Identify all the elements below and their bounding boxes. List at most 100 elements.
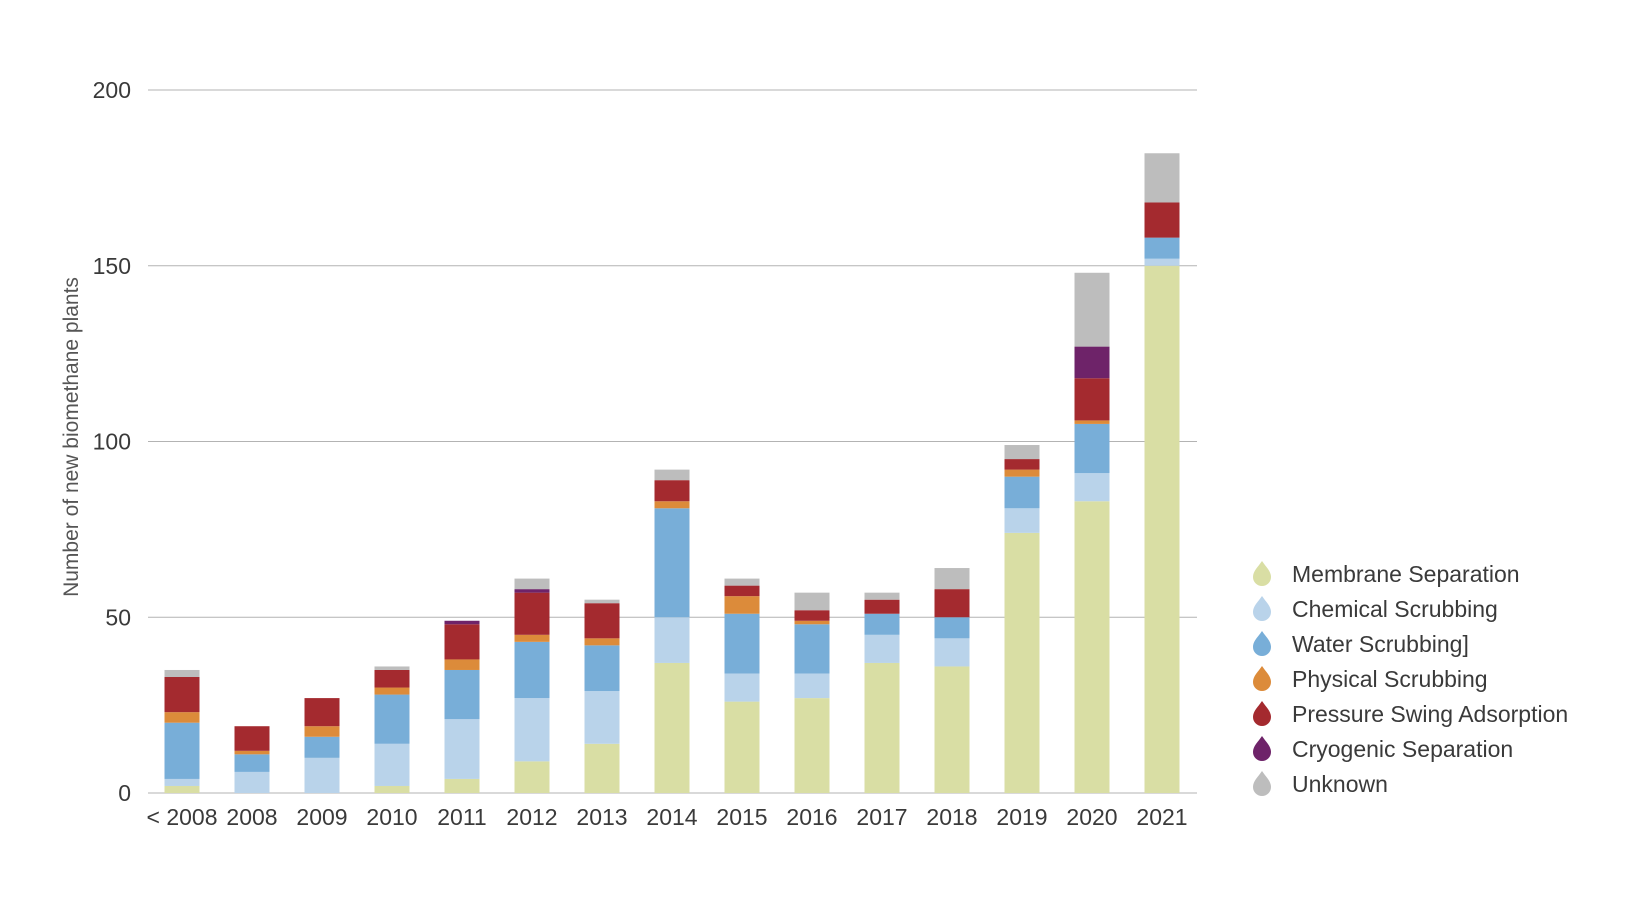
bars: [164, 153, 1180, 793]
x-tick-label: 2017: [856, 804, 907, 830]
bar-segment-membrane-separation: [934, 666, 970, 793]
bar-segment-unknown: [514, 578, 550, 590]
legend-label: Physical Scrubbing: [1292, 666, 1488, 692]
legend-item: Unknown: [1253, 771, 1388, 797]
bar-segment-water-scrubbing: [864, 613, 900, 635]
x-tick-label: 2014: [646, 804, 697, 830]
bar-segment-pressure-swing-adsorption: [864, 599, 900, 614]
bar-segment-chemical-scrubbing: [794, 673, 830, 699]
bar-segment-pressure-swing-adsorption: [794, 610, 830, 621]
bar-segment-water-scrubbing: [1004, 476, 1040, 509]
legend-label: Unknown: [1292, 771, 1388, 797]
bar-segment-chemical-scrubbing: [164, 778, 200, 786]
bar-segment-water-scrubbing: [724, 613, 760, 674]
legend-label: Pressure Swing Adsorption: [1292, 701, 1568, 727]
bar-segment-membrane-separation: [374, 785, 410, 793]
bar-segment-water-scrubbing: [654, 508, 690, 618]
bar-segment-physical-scrubbing: [444, 659, 480, 670]
bar-segment-water-scrubbing: [374, 694, 410, 744]
bar-segment-physical-scrubbing: [794, 620, 830, 625]
bar-segment-water-scrubbing: [164, 722, 200, 779]
y-tick-label: 100: [93, 429, 131, 455]
bar-segment-unknown: [584, 599, 620, 604]
legend-marker-icon: [1253, 701, 1271, 726]
legend-marker-icon: [1253, 771, 1271, 796]
bar-segment-pressure-swing-adsorption: [654, 480, 690, 502]
x-tick-label: 2019: [996, 804, 1047, 830]
bar-segment-water-scrubbing: [584, 645, 620, 692]
bar-segment-membrane-separation: [724, 701, 760, 793]
x-tick-label: 2011: [437, 804, 486, 830]
legend-item: Pressure Swing Adsorption: [1253, 701, 1568, 727]
bar-segment-chemical-scrubbing: [514, 698, 550, 762]
bar-segment-pressure-swing-adsorption: [1144, 202, 1180, 238]
legend-marker-icon: [1253, 596, 1271, 621]
legend-marker-icon: [1253, 561, 1271, 586]
bar-segment-chemical-scrubbing: [444, 719, 480, 779]
y-tick-label: 200: [93, 77, 131, 103]
y-axis-label: Number of new biomethane plants: [60, 277, 83, 597]
legend-marker-icon: [1253, 736, 1271, 761]
bar-segment-membrane-separation: [1144, 265, 1180, 793]
bar-segment-pressure-swing-adsorption: [584, 603, 620, 639]
bar-segment-chemical-scrubbing: [1074, 473, 1110, 502]
x-tick-label: 2018: [926, 804, 977, 830]
bar-segment-unknown: [794, 592, 830, 611]
bar-segment-pressure-swing-adsorption: [1074, 378, 1110, 421]
bar-segment-membrane-separation: [794, 698, 830, 793]
bar-segment-physical-scrubbing: [1004, 469, 1040, 477]
legend-item: Chemical Scrubbing: [1253, 596, 1498, 622]
bar-segment-water-scrubbing: [934, 617, 970, 639]
bar-segment-water-scrubbing: [444, 669, 480, 720]
bar-segment-membrane-separation: [164, 785, 200, 793]
bar-segment-unknown: [1144, 153, 1180, 203]
bar-segment-pressure-swing-adsorption: [164, 677, 200, 713]
bar-segment-membrane-separation: [864, 662, 900, 793]
bar-segment-chemical-scrubbing: [234, 771, 270, 793]
bar-segment-membrane-separation: [514, 761, 550, 793]
bar-segment-physical-scrubbing: [374, 687, 410, 695]
x-tick-label: 2015: [716, 804, 767, 830]
bar-segment-water-scrubbing: [234, 754, 270, 772]
bar-segment-membrane-separation: [444, 778, 480, 793]
bar-segment-unknown: [724, 578, 760, 586]
bar-segment-unknown: [374, 666, 410, 670]
legend-item: Membrane Separation: [1253, 561, 1520, 587]
x-tick-label: 2009: [296, 804, 347, 830]
bar-segment-unknown: [164, 669, 200, 678]
bar-segment-water-scrubbing: [304, 736, 340, 758]
bar-segment-chemical-scrubbing: [1004, 508, 1040, 533]
bar-segment-chemical-scrubbing: [654, 617, 690, 663]
bar-segment-unknown: [864, 592, 900, 600]
bar-segment-pressure-swing-adsorption: [1004, 459, 1040, 470]
x-tick-label: < 2008: [147, 804, 218, 830]
bar-segment-chemical-scrubbing: [864, 634, 900, 663]
bar-segment-physical-scrubbing: [304, 726, 340, 737]
x-axis-ticks: < 2008 2008 2009 2010 2011 2012 2013 2014 2015 20…: [147, 804, 1188, 830]
bar-segment-physical-scrubbing: [1074, 420, 1110, 424]
bar-segment-physical-scrubbing: [724, 596, 760, 614]
legend-item: Water Scrubbing]: [1253, 631, 1469, 657]
bar-segment-physical-scrubbing: [234, 750, 270, 755]
bar-segment-chemical-scrubbing: [304, 757, 340, 793]
bar-segment-membrane-separation: [584, 743, 620, 793]
bar-segment-water-scrubbing: [794, 624, 830, 674]
bar-segment-water-scrubbing: [1074, 423, 1110, 474]
x-tick-label: 2020: [1066, 804, 1117, 830]
bar-segment-pressure-swing-adsorption: [304, 698, 340, 727]
x-tick-label: 2021: [1136, 804, 1187, 830]
legend-label: Membrane Separation: [1292, 561, 1520, 587]
x-tick-label: 2008: [226, 804, 277, 830]
legend-marker-icon: [1253, 666, 1271, 691]
bar-segment-chemical-scrubbing: [724, 673, 760, 702]
bar-segment-unknown: [1074, 272, 1110, 347]
legend-label: Cryogenic Separation: [1292, 736, 1513, 762]
legend-item: Physical Scrubbing: [1253, 666, 1488, 692]
y-tick-label: 50: [105, 604, 131, 630]
legend-label: Chemical Scrubbing: [1292, 596, 1498, 622]
x-tick-label: 2010: [366, 804, 417, 830]
x-tick-label: 2013: [576, 804, 627, 830]
bar-segment-chemical-scrubbing: [374, 743, 410, 786]
bar-segment-pressure-swing-adsorption: [234, 726, 270, 751]
